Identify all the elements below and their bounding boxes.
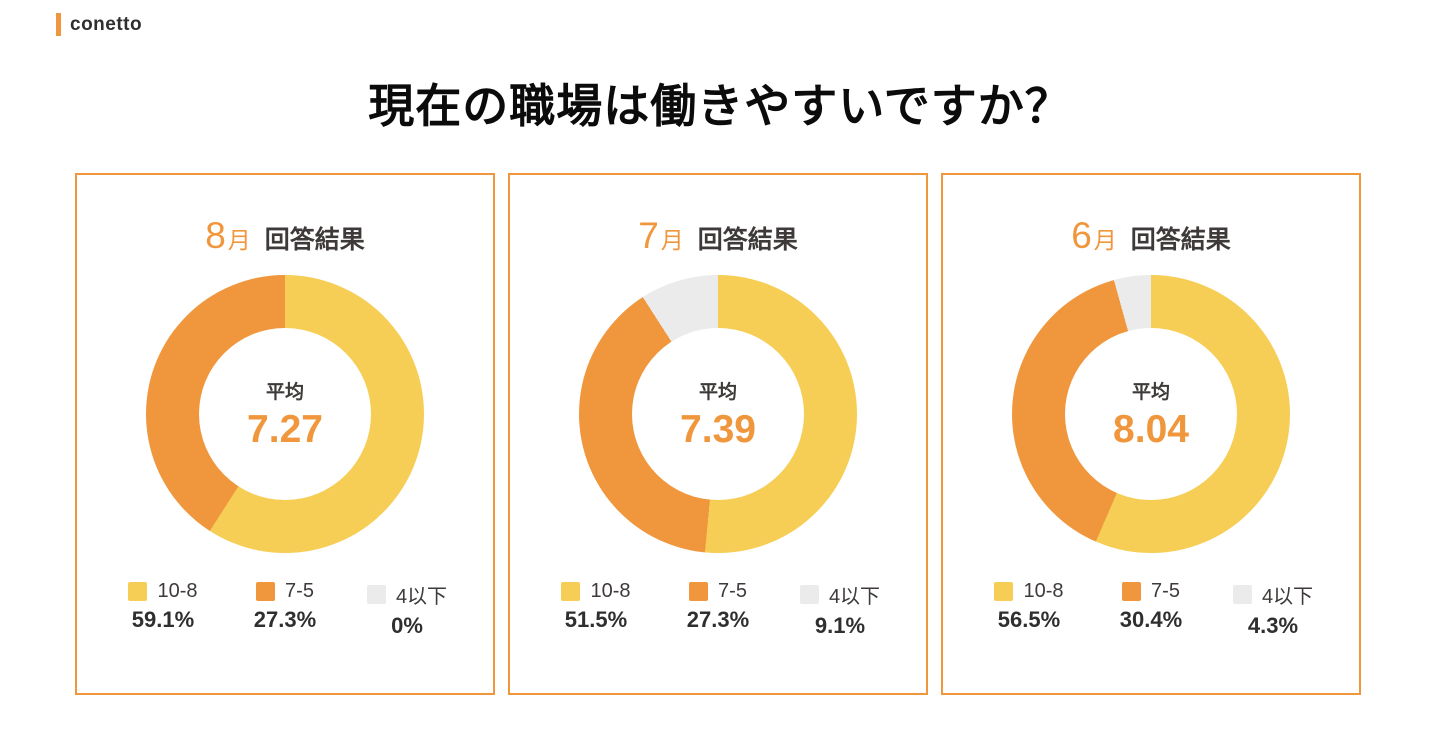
legend-june: 10-8 56.5% 7-5 30.4% 4以下 4.3% <box>981 580 1321 639</box>
month-number: 6 <box>1071 215 1092 256</box>
donut-center-july: 平均 7.39 <box>632 328 804 500</box>
average-value: 7.27 <box>247 407 323 451</box>
donut-center-august: 平均 7.27 <box>199 328 371 500</box>
legend-label: 10-8 <box>590 580 631 602</box>
legend-percentage: 9.1% <box>814 613 866 638</box>
legend-swatch-orange <box>1122 582 1142 601</box>
month-number: 7 <box>638 215 659 256</box>
legend-swatch-yellow <box>994 582 1014 601</box>
legend-item: 7-5 27.3% <box>237 580 333 639</box>
donut-chart-august: 平均 7.27 <box>146 275 424 553</box>
legend-percentage: 27.3% <box>253 607 317 632</box>
donut-center-june: 平均 8.04 <box>1065 328 1237 500</box>
legend-percentage: 30.4% <box>1119 607 1183 632</box>
legend-top: 4以下 <box>799 580 881 609</box>
legend-top: 10-8 <box>128 580 198 603</box>
results-label: 回答結果 <box>1130 226 1231 254</box>
card-header-june: 6 月 回答結果 <box>1071 215 1231 257</box>
legend-top: 10-8 <box>561 580 631 603</box>
donut-chart-july: 平均 7.39 <box>579 275 857 553</box>
legend-percentage: 4.3% <box>1247 613 1299 638</box>
legend-swatch-gray <box>799 585 819 604</box>
legend-label: 7-5 <box>285 580 314 602</box>
result-card-june: 6 月 回答結果 平均 8.04 10-8 56.5% 7-5 <box>941 173 1361 695</box>
legend-label: 7-5 <box>718 580 747 602</box>
brand-name: conetto <box>70 13 143 35</box>
legend-top: 7-5 <box>689 580 747 603</box>
average-label: 平均 <box>1131 381 1170 403</box>
legend-label: 4以下 <box>828 586 881 608</box>
average-label: 平均 <box>698 381 737 403</box>
legend-item: 10-8 59.1% <box>115 580 211 639</box>
legend-swatch-gray <box>366 585 386 604</box>
average-label: 平均 <box>265 381 304 403</box>
month-number: 8 <box>205 215 226 256</box>
legend-label: 10-8 <box>157 580 198 602</box>
legend-swatch-yellow <box>561 582 581 601</box>
legend-label: 4以下 <box>395 586 448 608</box>
legend-swatch-yellow <box>128 582 148 601</box>
legend-percentage: 51.5% <box>564 607 628 632</box>
legend-swatch-orange <box>256 582 276 601</box>
legend-item: 4以下 4.3% <box>1225 580 1321 639</box>
results-label: 回答結果 <box>264 226 365 254</box>
legend-august: 10-8 59.1% 7-5 27.3% 4以下 0% <box>115 580 455 639</box>
card-header-august: 8 月 回答結果 <box>205 215 365 257</box>
donut-chart-june: 平均 8.04 <box>1012 275 1290 553</box>
legend-swatch-gray <box>1232 585 1252 604</box>
legend-july: 10-8 51.5% 7-5 27.3% 4以下 9.1% <box>548 580 888 639</box>
legend-top: 4以下 <box>366 580 448 609</box>
page-title: 現在の職場は働きやすいですか？ <box>368 80 1072 132</box>
brand-bar-icon <box>56 13 61 36</box>
legend-item: 10-8 56.5% <box>981 580 1077 639</box>
average-value: 8.04 <box>1113 407 1189 451</box>
legend-item: 10-8 51.5% <box>548 580 644 639</box>
result-card-july: 7 月 回答結果 平均 7.39 10-8 51.5% 7-5 <box>508 173 928 695</box>
results-cards: 8 月 回答結果 平均 7.27 10-8 59.1% 7-5 <box>75 173 1361 695</box>
legend-item: 7-5 30.4% <box>1103 580 1199 639</box>
legend-top: 7-5 <box>256 580 314 603</box>
legend-label: 10-8 <box>1023 580 1064 602</box>
legend-percentage: 56.5% <box>997 607 1061 632</box>
result-card-august: 8 月 回答結果 平均 7.27 10-8 59.1% 7-5 <box>75 173 495 695</box>
legend-item: 4以下 0% <box>359 580 455 639</box>
legend-top: 7-5 <box>1122 580 1180 603</box>
legend-percentage: 0% <box>391 613 423 638</box>
legend-label: 7-5 <box>1151 580 1180 602</box>
legend-label: 4以下 <box>1261 586 1314 608</box>
legend-top: 10-8 <box>994 580 1064 603</box>
card-header-july: 7 月 回答結果 <box>638 215 798 257</box>
legend-percentage: 59.1% <box>131 607 195 632</box>
month-suffix: 月 <box>227 227 251 253</box>
legend-percentage: 27.3% <box>686 607 750 632</box>
legend-swatch-orange <box>689 582 709 601</box>
brand-logo: conetto <box>56 13 142 36</box>
results-label: 回答結果 <box>697 226 798 254</box>
average-value: 7.39 <box>680 407 756 451</box>
month-suffix: 月 <box>1093 227 1117 253</box>
legend-item: 4以下 9.1% <box>792 580 888 639</box>
legend-item: 7-5 27.3% <box>670 580 766 639</box>
legend-top: 4以下 <box>1232 580 1314 609</box>
month-suffix: 月 <box>660 227 684 253</box>
